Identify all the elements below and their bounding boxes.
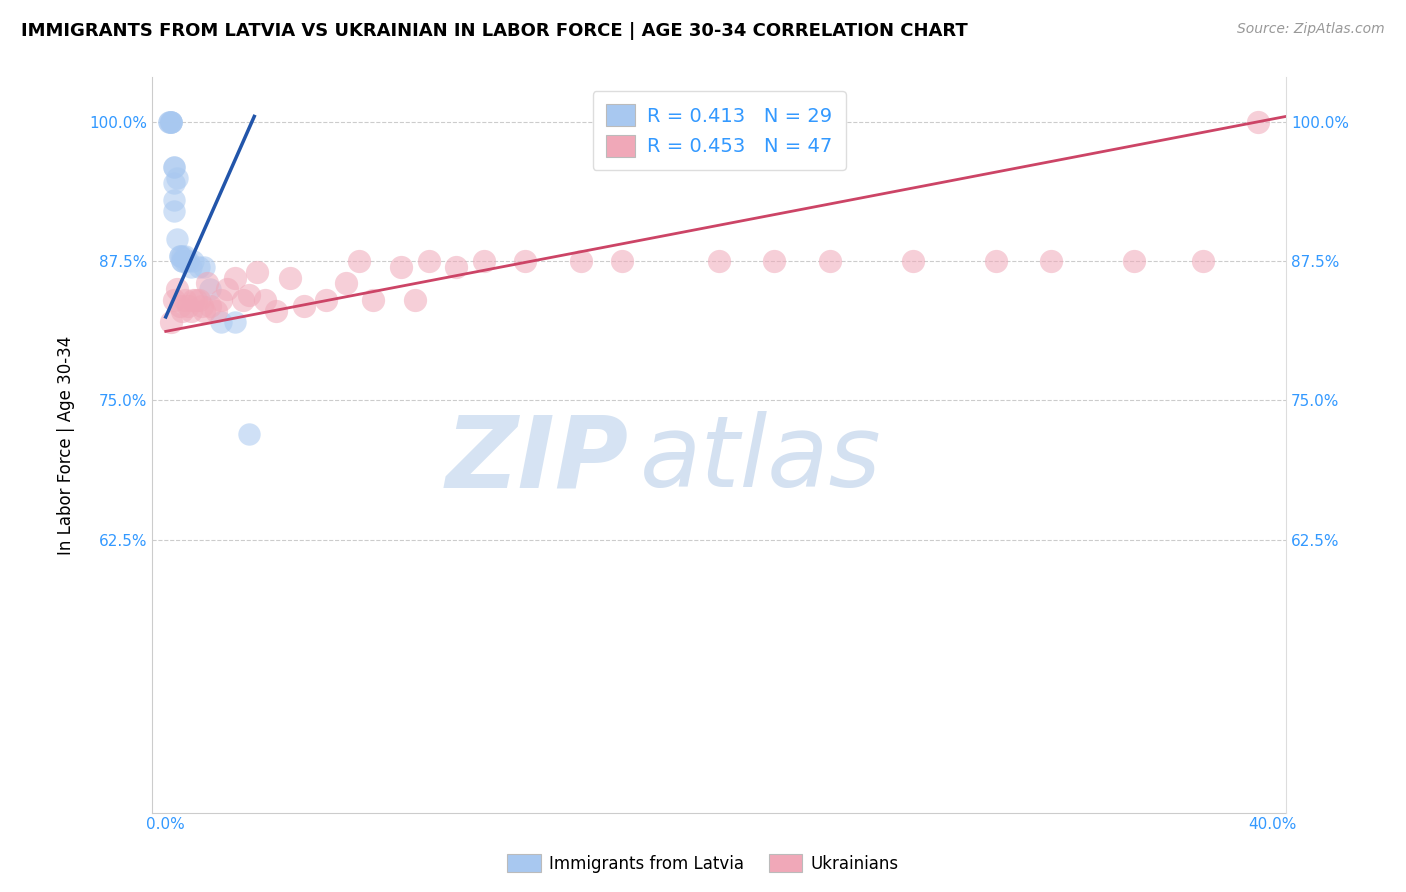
Point	[188, 293, 211, 308]
Point	[404, 293, 426, 308]
Point	[266, 304, 288, 318]
Point	[160, 115, 183, 129]
Point	[515, 254, 537, 268]
Point	[418, 254, 440, 268]
Point	[172, 254, 194, 268]
Point	[818, 254, 841, 268]
Point	[901, 254, 924, 268]
Point	[238, 287, 260, 301]
Point	[215, 282, 238, 296]
Y-axis label: In Labor Force | Age 30-34: In Labor Force | Age 30-34	[58, 335, 75, 555]
Point	[1122, 254, 1144, 268]
Legend: Immigrants from Latvia, Ukrainians: Immigrants from Latvia, Ukrainians	[501, 847, 905, 880]
Point	[160, 115, 183, 129]
Point	[174, 254, 197, 268]
Point	[183, 254, 205, 268]
Point	[190, 299, 212, 313]
Point	[569, 254, 592, 268]
Point	[238, 426, 260, 441]
Point	[177, 299, 200, 313]
Text: atlas: atlas	[640, 411, 882, 508]
Point	[174, 293, 197, 308]
Point	[292, 299, 315, 313]
Text: IMMIGRANTS FROM LATVIA VS UKRAINIAN IN LABOR FORCE | AGE 30-34 CORRELATION CHART: IMMIGRANTS FROM LATVIA VS UKRAINIAN IN L…	[21, 22, 967, 40]
Point	[335, 277, 357, 291]
Point	[163, 204, 186, 219]
Point	[160, 115, 183, 129]
Point	[444, 260, 467, 274]
Point	[1192, 254, 1215, 268]
Point	[1247, 115, 1270, 129]
Point	[172, 304, 194, 318]
Point	[166, 282, 188, 296]
Point	[172, 249, 194, 263]
Point	[166, 232, 188, 246]
Point	[198, 282, 221, 296]
Point	[472, 254, 495, 268]
Point	[174, 249, 197, 263]
Point	[183, 293, 205, 308]
Point	[349, 254, 371, 268]
Point	[278, 271, 301, 285]
Text: ZIP: ZIP	[446, 411, 628, 508]
Point	[177, 254, 200, 268]
Point	[389, 260, 412, 274]
Point	[180, 304, 202, 318]
Point	[169, 299, 191, 313]
Point	[172, 254, 194, 268]
Point	[166, 170, 188, 185]
Legend: R = 0.413   N = 29, R = 0.453   N = 47: R = 0.413 N = 29, R = 0.453 N = 47	[592, 91, 846, 170]
Point	[209, 293, 232, 308]
Point	[169, 249, 191, 263]
Point	[157, 115, 180, 129]
Point	[204, 304, 226, 318]
Point	[163, 160, 186, 174]
Point	[160, 316, 183, 330]
Point	[180, 260, 202, 274]
Point	[246, 265, 269, 279]
Point	[163, 293, 186, 308]
Point	[610, 254, 633, 268]
Point	[209, 316, 232, 330]
Point	[169, 249, 191, 263]
Point	[315, 293, 337, 308]
Point	[254, 293, 277, 308]
Point	[224, 271, 246, 285]
Point	[232, 293, 254, 308]
Point	[195, 277, 218, 291]
Point	[1039, 254, 1062, 268]
Point	[193, 304, 215, 318]
Point	[224, 316, 246, 330]
Point	[163, 160, 186, 174]
Point	[707, 254, 730, 268]
Point	[163, 193, 186, 207]
Point	[157, 115, 180, 129]
Point	[188, 260, 211, 274]
Point	[763, 254, 786, 268]
Point	[198, 299, 221, 313]
Point	[160, 115, 183, 129]
Point	[361, 293, 384, 308]
Point	[163, 176, 186, 190]
Point	[984, 254, 1007, 268]
Text: Source: ZipAtlas.com: Source: ZipAtlas.com	[1237, 22, 1385, 37]
Point	[186, 293, 208, 308]
Point	[193, 260, 215, 274]
